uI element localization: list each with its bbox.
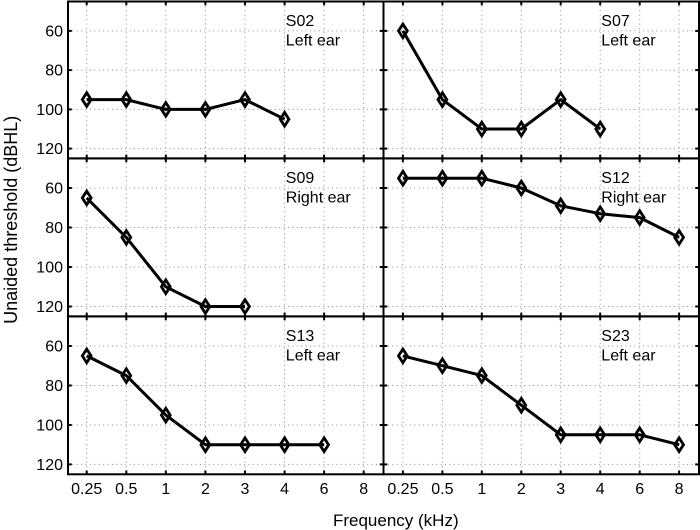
svg-text:4: 4 (280, 481, 289, 498)
svg-text:100: 100 (36, 418, 63, 435)
svg-text:3: 3 (556, 481, 565, 498)
svg-text:S12: S12 (601, 170, 630, 187)
svg-text:120: 120 (36, 457, 63, 474)
svg-text:120: 120 (36, 141, 63, 158)
svg-text:S13: S13 (286, 328, 315, 345)
svg-text:S07: S07 (601, 13, 630, 30)
svg-text:2: 2 (517, 481, 526, 498)
svg-text:80: 80 (45, 63, 63, 80)
svg-text:0.5: 0.5 (115, 481, 137, 498)
svg-text:60: 60 (45, 181, 63, 198)
svg-text:0.5: 0.5 (431, 481, 453, 498)
svg-text:120: 120 (36, 299, 63, 316)
svg-text:60: 60 (45, 23, 63, 40)
svg-text:4: 4 (596, 481, 605, 498)
svg-text:Left ear: Left ear (286, 348, 341, 365)
svg-text:3: 3 (241, 481, 250, 498)
svg-text:Right ear: Right ear (601, 190, 667, 207)
svg-text:S02: S02 (286, 13, 315, 30)
svg-text:80: 80 (45, 378, 63, 395)
svg-text:0.25: 0.25 (71, 481, 102, 498)
svg-text:S23: S23 (601, 328, 630, 345)
svg-text:0.25: 0.25 (387, 481, 418, 498)
svg-text:Right ear: Right ear (286, 190, 352, 207)
svg-text:100: 100 (36, 260, 63, 277)
svg-text:Left ear: Left ear (601, 33, 656, 50)
svg-text:6: 6 (635, 481, 644, 498)
svg-text:S09: S09 (286, 170, 315, 187)
svg-text:1: 1 (477, 481, 486, 498)
svg-text:Unaided threshold (dBHL): Unaided threshold (dBHL) (1, 116, 21, 324)
svg-text:2: 2 (201, 481, 210, 498)
svg-text:6: 6 (320, 481, 329, 498)
svg-text:Left ear: Left ear (286, 33, 341, 50)
svg-text:Left ear: Left ear (601, 348, 656, 365)
svg-text:100: 100 (36, 102, 63, 119)
svg-text:8: 8 (359, 481, 368, 498)
svg-text:8: 8 (675, 481, 684, 498)
svg-text:80: 80 (45, 220, 63, 237)
svg-text:1: 1 (161, 481, 170, 498)
svg-text:60: 60 (45, 339, 63, 356)
svg-text:Frequency (kHz): Frequency (kHz) (333, 511, 459, 530)
